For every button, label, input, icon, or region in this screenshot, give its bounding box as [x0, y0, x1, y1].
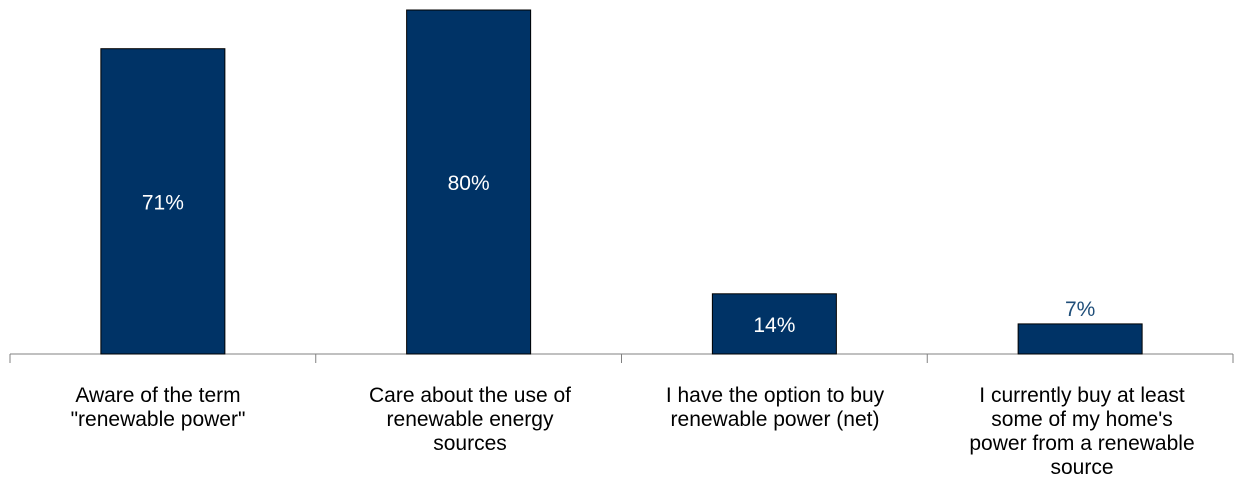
bar — [100, 48, 226, 355]
bar — [711, 293, 837, 355]
category-label-buy: I currently buy at least some of my home'… — [969, 384, 1195, 479]
bar — [406, 9, 532, 355]
data-label: 80% — [448, 172, 490, 195]
category-label-option: I have the option to buy renewable power … — [665, 384, 885, 431]
data-label: 71% — [142, 191, 184, 214]
data-label: 7% — [1065, 298, 1095, 321]
bar — [1017, 323, 1143, 355]
data-label: 14% — [753, 314, 795, 337]
category-label-aware: Aware of the term "renewable power" — [70, 384, 246, 431]
category-label-care: Care about the use of renewable energy sou… — [369, 384, 571, 455]
